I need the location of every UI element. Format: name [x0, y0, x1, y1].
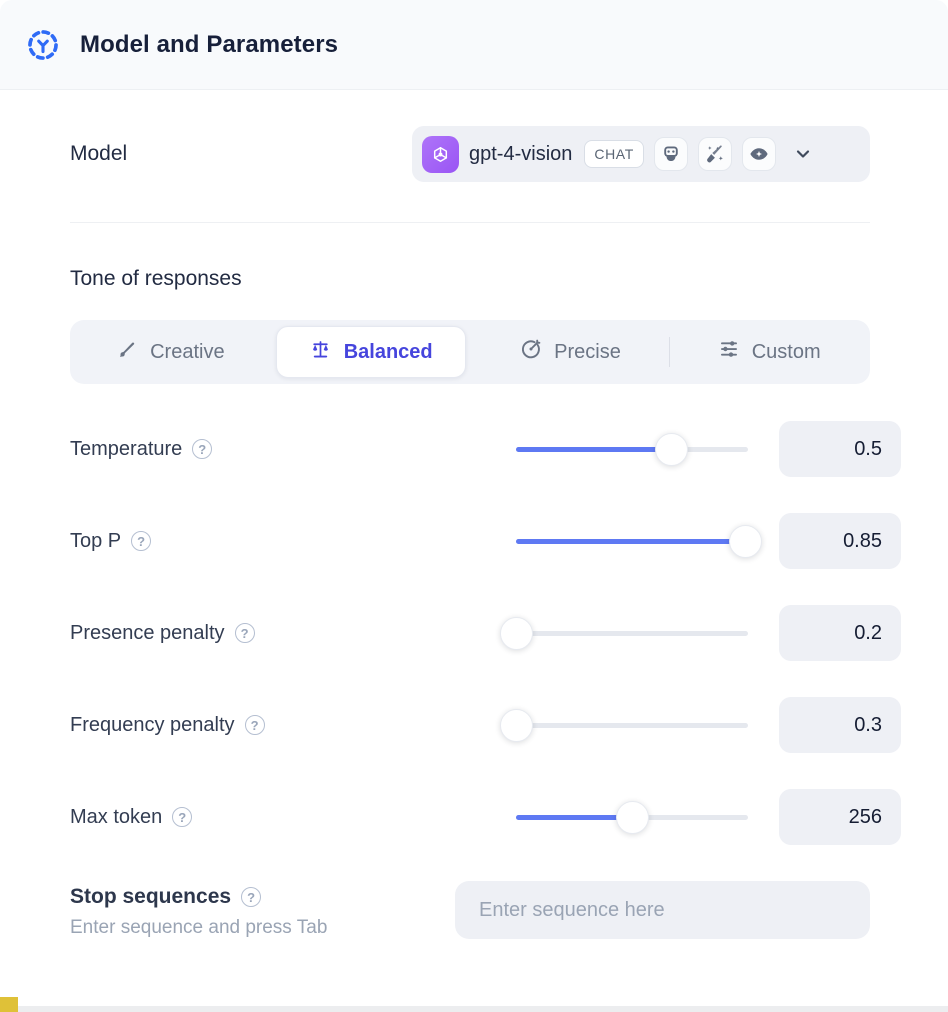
vision-eye-icon [741, 137, 776, 171]
brush-icon [117, 339, 138, 366]
temperature-slider[interactable] [516, 432, 748, 466]
top-p-value[interactable]: 0.85 [779, 513, 901, 569]
target-icon [520, 338, 542, 366]
slider-thumb[interactable] [729, 524, 763, 558]
slider-thumb[interactable] [499, 616, 533, 650]
presence-penalty-slider[interactable] [499, 616, 748, 650]
model-row: Model gpt-4-vision CHAT [70, 126, 870, 182]
parameter-list: Temperature ? 0.5 Top P ? 0.85 [70, 421, 901, 845]
balance-scale-icon [309, 338, 332, 367]
slider-thumb[interactable] [654, 432, 688, 466]
frequency-penalty-row: Frequency penalty ? 0.3 [70, 697, 901, 753]
stop-sequences-label: Stop sequences [70, 885, 232, 908]
magic-wand-icon [697, 137, 732, 171]
frequency-penalty-label: Frequency penalty [70, 713, 235, 736]
panel-header: Model and Parameters [0, 0, 948, 90]
chevron-down-icon [792, 143, 814, 165]
page-background-strip [0, 1006, 948, 1012]
help-icon[interactable]: ? [172, 807, 193, 827]
sliders-icon [718, 338, 740, 366]
tone-segmented-control: Creative Balanced [70, 320, 870, 384]
assistant-robot-icon [653, 137, 688, 171]
help-icon[interactable]: ? [131, 531, 152, 551]
presence-penalty-value[interactable]: 0.2 [779, 605, 901, 661]
presence-penalty-label: Presence penalty [70, 621, 225, 644]
temperature-label: Temperature [70, 437, 183, 460]
tone-option-balanced[interactable]: Balanced [275, 326, 466, 378]
help-icon[interactable]: ? [192, 439, 213, 459]
top-p-slider[interactable] [516, 524, 763, 558]
tone-option-custom[interactable]: Custom [670, 326, 868, 378]
segment-divider [669, 337, 671, 367]
tone-option-precise[interactable]: Precise [472, 326, 670, 378]
selected-model-name: gpt-4-vision [469, 142, 573, 165]
frequency-penalty-slider[interactable] [499, 708, 748, 742]
slider-thumb[interactable] [615, 800, 649, 834]
model-node-icon [26, 28, 60, 62]
temperature-value[interactable]: 0.5 [779, 421, 901, 477]
presence-penalty-row: Presence penalty ? 0.2 [70, 605, 901, 661]
tone-option-label: Balanced [343, 340, 433, 363]
openai-logo [422, 135, 459, 173]
top-p-row: Top P ? 0.85 [70, 513, 901, 569]
frequency-penalty-value[interactable]: 0.3 [779, 697, 901, 753]
temperature-row: Temperature ? 0.5 [70, 421, 901, 477]
max-token-label: Max token [70, 805, 163, 828]
max-token-slider[interactable] [516, 800, 748, 834]
help-icon[interactable]: ? [244, 715, 265, 735]
top-p-label: Top P [70, 529, 122, 552]
tone-heading: Tone of responses [70, 267, 242, 290]
tone-option-creative[interactable]: Creative [72, 326, 270, 378]
stop-sequences-row: Stop sequences ? Enter sequence and pres… [70, 881, 870, 939]
tone-option-label: Custom [751, 340, 821, 363]
background-accent-corner [0, 997, 18, 1012]
stop-sequences-hint: Enter sequence and press Tab [70, 917, 328, 938]
tone-option-label: Creative [150, 340, 225, 363]
tone-option-label: Precise [554, 340, 621, 363]
model-label: Model [70, 142, 128, 165]
max-token-row: Max token ? 256 [70, 789, 901, 845]
help-icon[interactable]: ? [234, 623, 255, 643]
stop-sequence-input[interactable] [455, 881, 870, 939]
model-type-badge: CHAT [584, 140, 644, 168]
section-divider [70, 222, 870, 223]
help-icon[interactable]: ? [241, 887, 262, 907]
slider-thumb[interactable] [499, 708, 533, 742]
model-select-dropdown[interactable]: gpt-4-vision CHAT [412, 126, 870, 182]
panel-title: Model and Parameters [80, 30, 339, 58]
max-token-value[interactable]: 256 [779, 789, 901, 845]
